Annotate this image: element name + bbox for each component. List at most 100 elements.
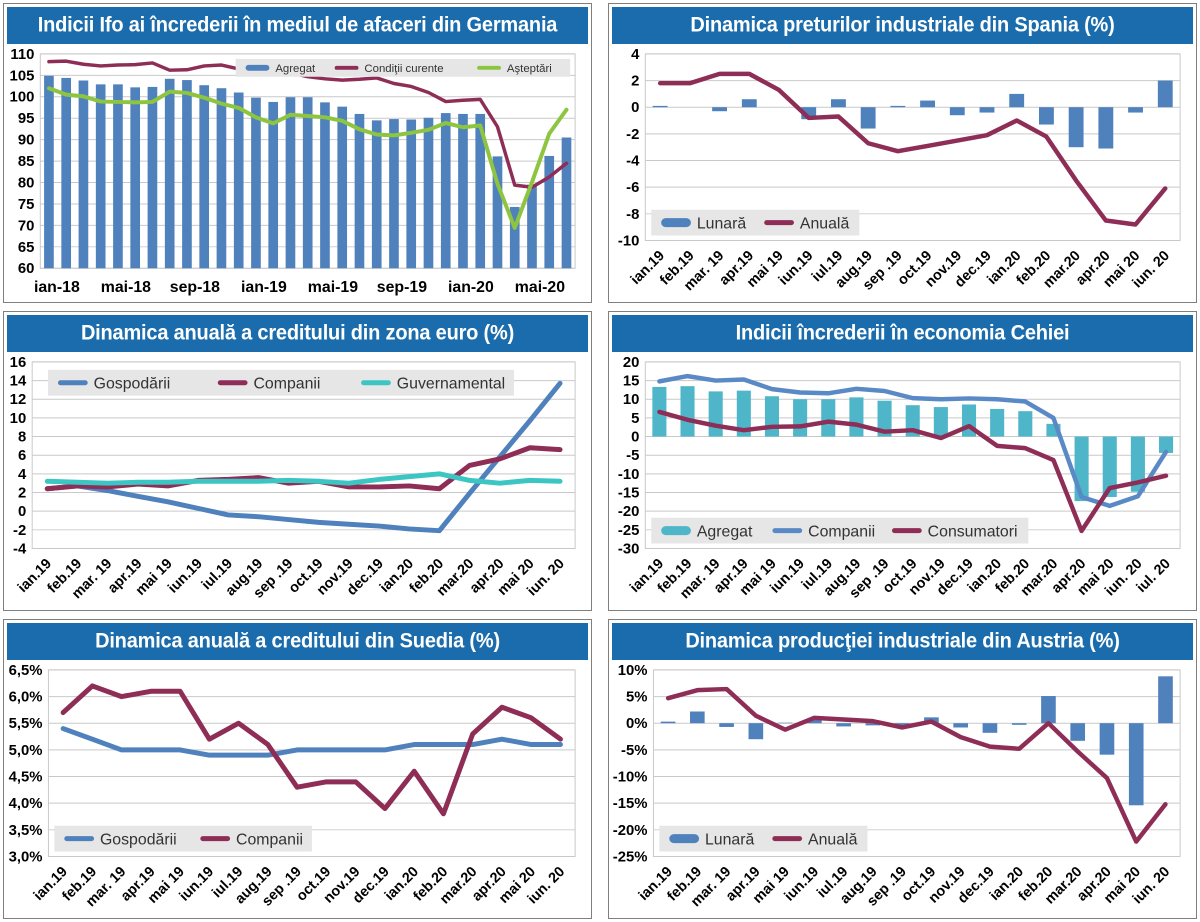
svg-text:75: 75 <box>18 197 35 213</box>
svg-text:6: 6 <box>18 448 26 464</box>
chart-area: 110 105 100 95 90 85 80 75 70 65 60 ian-18 mai-18 sep… <box>6 44 589 300</box>
chart-credit-suedia: 6,5%6,0%5,5%5,0%4,5%4,0%3,5%3,0%ian.19fe… <box>9 663 576 910</box>
svg-text:Agregat: Agregat <box>697 523 753 540</box>
svg-text:-2: -2 <box>626 127 639 143</box>
svg-text:10: 10 <box>623 392 640 408</box>
svg-text:15: 15 <box>623 374 640 390</box>
svg-text:-10: -10 <box>618 467 639 483</box>
panel-title-bar: Dinamica producţiei industriale din Aust… <box>612 623 1193 660</box>
svg-text:20: 20 <box>623 355 640 371</box>
svg-text:-25: -25 <box>618 523 639 539</box>
svg-text:0: 0 <box>18 504 26 520</box>
svg-text:2: 2 <box>18 485 26 501</box>
svg-text:60: 60 <box>18 261 35 277</box>
panel-credit-suedia: Dinamica anuală a creditului din Suedia … <box>3 619 592 919</box>
svg-text:Guvernamental: Guvernamental <box>397 375 505 392</box>
panel-title-bar: Dinamica preturilor industriale din Span… <box>612 7 1193 44</box>
svg-text:ian-20: ian-20 <box>448 279 494 296</box>
svg-text:Companii: Companii <box>808 523 875 540</box>
svg-text:100: 100 <box>10 90 35 106</box>
svg-text:Agregat: Agregat <box>275 63 316 75</box>
svg-text:5,5%: 5,5% <box>9 716 43 732</box>
svg-text:-6: -6 <box>626 180 639 196</box>
chart-area: 4 2 0 -2 -4 -6 -8 -10 ian.19 feb.19 mar. 19 apr.19 m… <box>611 44 1194 300</box>
panel-title-text: Indicii încrederii în economia Cehiei <box>735 321 1070 345</box>
panel-credit-zona-euro: Dinamica anuală a creditului din zona eu… <box>3 311 592 611</box>
svg-text:Condiţii curente: Condiţii curente <box>364 63 443 75</box>
panel-incredere-cehia: Indicii încrederii în economia Cehiei 20… <box>608 311 1197 611</box>
panel-title-bar: Dinamica anuală a creditului din zona eu… <box>7 315 588 352</box>
chart-area: 10% 5% 0% -5% -10% -15% -20% -25% ian.19 feb.19 ma… <box>611 660 1194 916</box>
svg-text:5: 5 <box>631 411 639 427</box>
svg-text:4: 4 <box>18 467 27 483</box>
svg-text:ian-19: ian-19 <box>241 279 287 296</box>
svg-text:70: 70 <box>18 218 35 234</box>
svg-text:10: 10 <box>10 411 27 427</box>
svg-text:0: 0 <box>631 100 639 116</box>
svg-text:iun.19: iun.19 <box>165 556 206 597</box>
svg-text:Gospodării: Gospodării <box>100 831 177 848</box>
svg-text:Gospodării: Gospodării <box>94 375 171 392</box>
svg-text:4,0%: 4,0% <box>9 796 43 812</box>
panel-title-text: Indicii Ifo ai încrederii în mediul de a… <box>37 13 558 37</box>
svg-text:16: 16 <box>10 355 27 371</box>
svg-text:Aşteptări: Aşteptări <box>507 63 552 75</box>
panel-title-text: Dinamica producţiei industriale din Aust… <box>685 629 1120 653</box>
svg-text:0: 0 <box>631 429 639 445</box>
panel-title-bar: Indicii Ifo ai încrederii în mediul de a… <box>7 7 588 44</box>
chart-area: 6,5% 6,0% 5,5% 5,0% 4,5% 4,0% 3,5% 3,0% ian.19 fe… <box>6 660 589 916</box>
svg-text:mai-19: mai-19 <box>308 279 358 296</box>
panel-title-bar: Dinamica anuală a creditului din Suedia … <box>7 623 588 660</box>
svg-text:85: 85 <box>18 154 35 170</box>
chart-area: 16 14 12 10 8 6 4 2 0 -2 -4 ian.19 feb.19 mar. 19 apr.… <box>6 352 589 608</box>
svg-text:4: 4 <box>631 47 640 63</box>
svg-text:mai-20: mai-20 <box>515 279 565 296</box>
svg-text:-30: -30 <box>618 541 639 557</box>
svg-text:-5%: -5% <box>621 743 647 759</box>
svg-text:-20: -20 <box>618 504 639 520</box>
svg-text:90: 90 <box>18 133 35 149</box>
svg-text:80: 80 <box>18 175 35 191</box>
panel-title-bar: Indicii încrederii în economia Cehiei <box>612 315 1193 352</box>
svg-text:Lunară: Lunară <box>705 831 755 848</box>
svg-text:3,0%: 3,0% <box>9 849 43 865</box>
svg-text:-20%: -20% <box>613 823 648 839</box>
svg-text:2: 2 <box>631 74 639 90</box>
panel-title-text: Dinamica preturilor industriale din Span… <box>690 13 1115 37</box>
svg-text:-15: -15 <box>618 485 639 501</box>
svg-text:-25%: -25% <box>613 849 648 865</box>
chart-area: 20 15 10 5 0 -5 -10 -15 -20 -25 -30 ian.19 feb.19 mar… <box>611 352 1194 608</box>
svg-text:-10: -10 <box>618 233 639 249</box>
svg-text:110: 110 <box>10 47 34 63</box>
svg-text:5,0%: 5,0% <box>9 743 43 759</box>
svg-text:-8: -8 <box>626 207 639 223</box>
svg-text:sep-18: sep-18 <box>170 279 220 296</box>
svg-text:ian-18: ian-18 <box>34 279 80 296</box>
panel-preturi-spania: Dinamica preturilor industriale din Span… <box>608 3 1197 303</box>
svg-text:Companii: Companii <box>253 375 320 392</box>
svg-text:95: 95 <box>18 111 35 127</box>
svg-text:10%: 10% <box>618 663 648 679</box>
svg-text:5%: 5% <box>626 690 647 706</box>
svg-text:-4: -4 <box>626 153 640 169</box>
svg-text:14: 14 <box>10 374 27 390</box>
svg-text:Anuală: Anuală <box>800 215 850 232</box>
svg-text:8: 8 <box>18 429 26 445</box>
svg-text:Lunară: Lunară <box>697 215 747 232</box>
svg-text:-15%: -15% <box>613 796 648 812</box>
svg-text:0%: 0% <box>626 716 647 732</box>
svg-text:3,5%: 3,5% <box>9 823 43 839</box>
svg-text:Companii: Companii <box>236 831 303 848</box>
svg-text:Consumatori: Consumatori <box>928 523 1018 540</box>
svg-text:-2: -2 <box>13 523 26 539</box>
svg-text:6,0%: 6,0% <box>9 690 43 706</box>
chart-incredere-cehia: 20151050-5-10-15-20-25-30ian.19feb.19mar… <box>618 355 1181 602</box>
svg-text:65: 65 <box>18 240 35 256</box>
panel-title-text: Dinamica anuală a creditului din Suedia … <box>95 629 500 653</box>
svg-text:-4: -4 <box>13 541 27 557</box>
panel-title-text: Dinamica anuală a creditului din zona eu… <box>80 321 515 345</box>
svg-text:iun.19: iun.19 <box>776 248 817 289</box>
svg-text:Anuală: Anuală <box>808 831 858 848</box>
